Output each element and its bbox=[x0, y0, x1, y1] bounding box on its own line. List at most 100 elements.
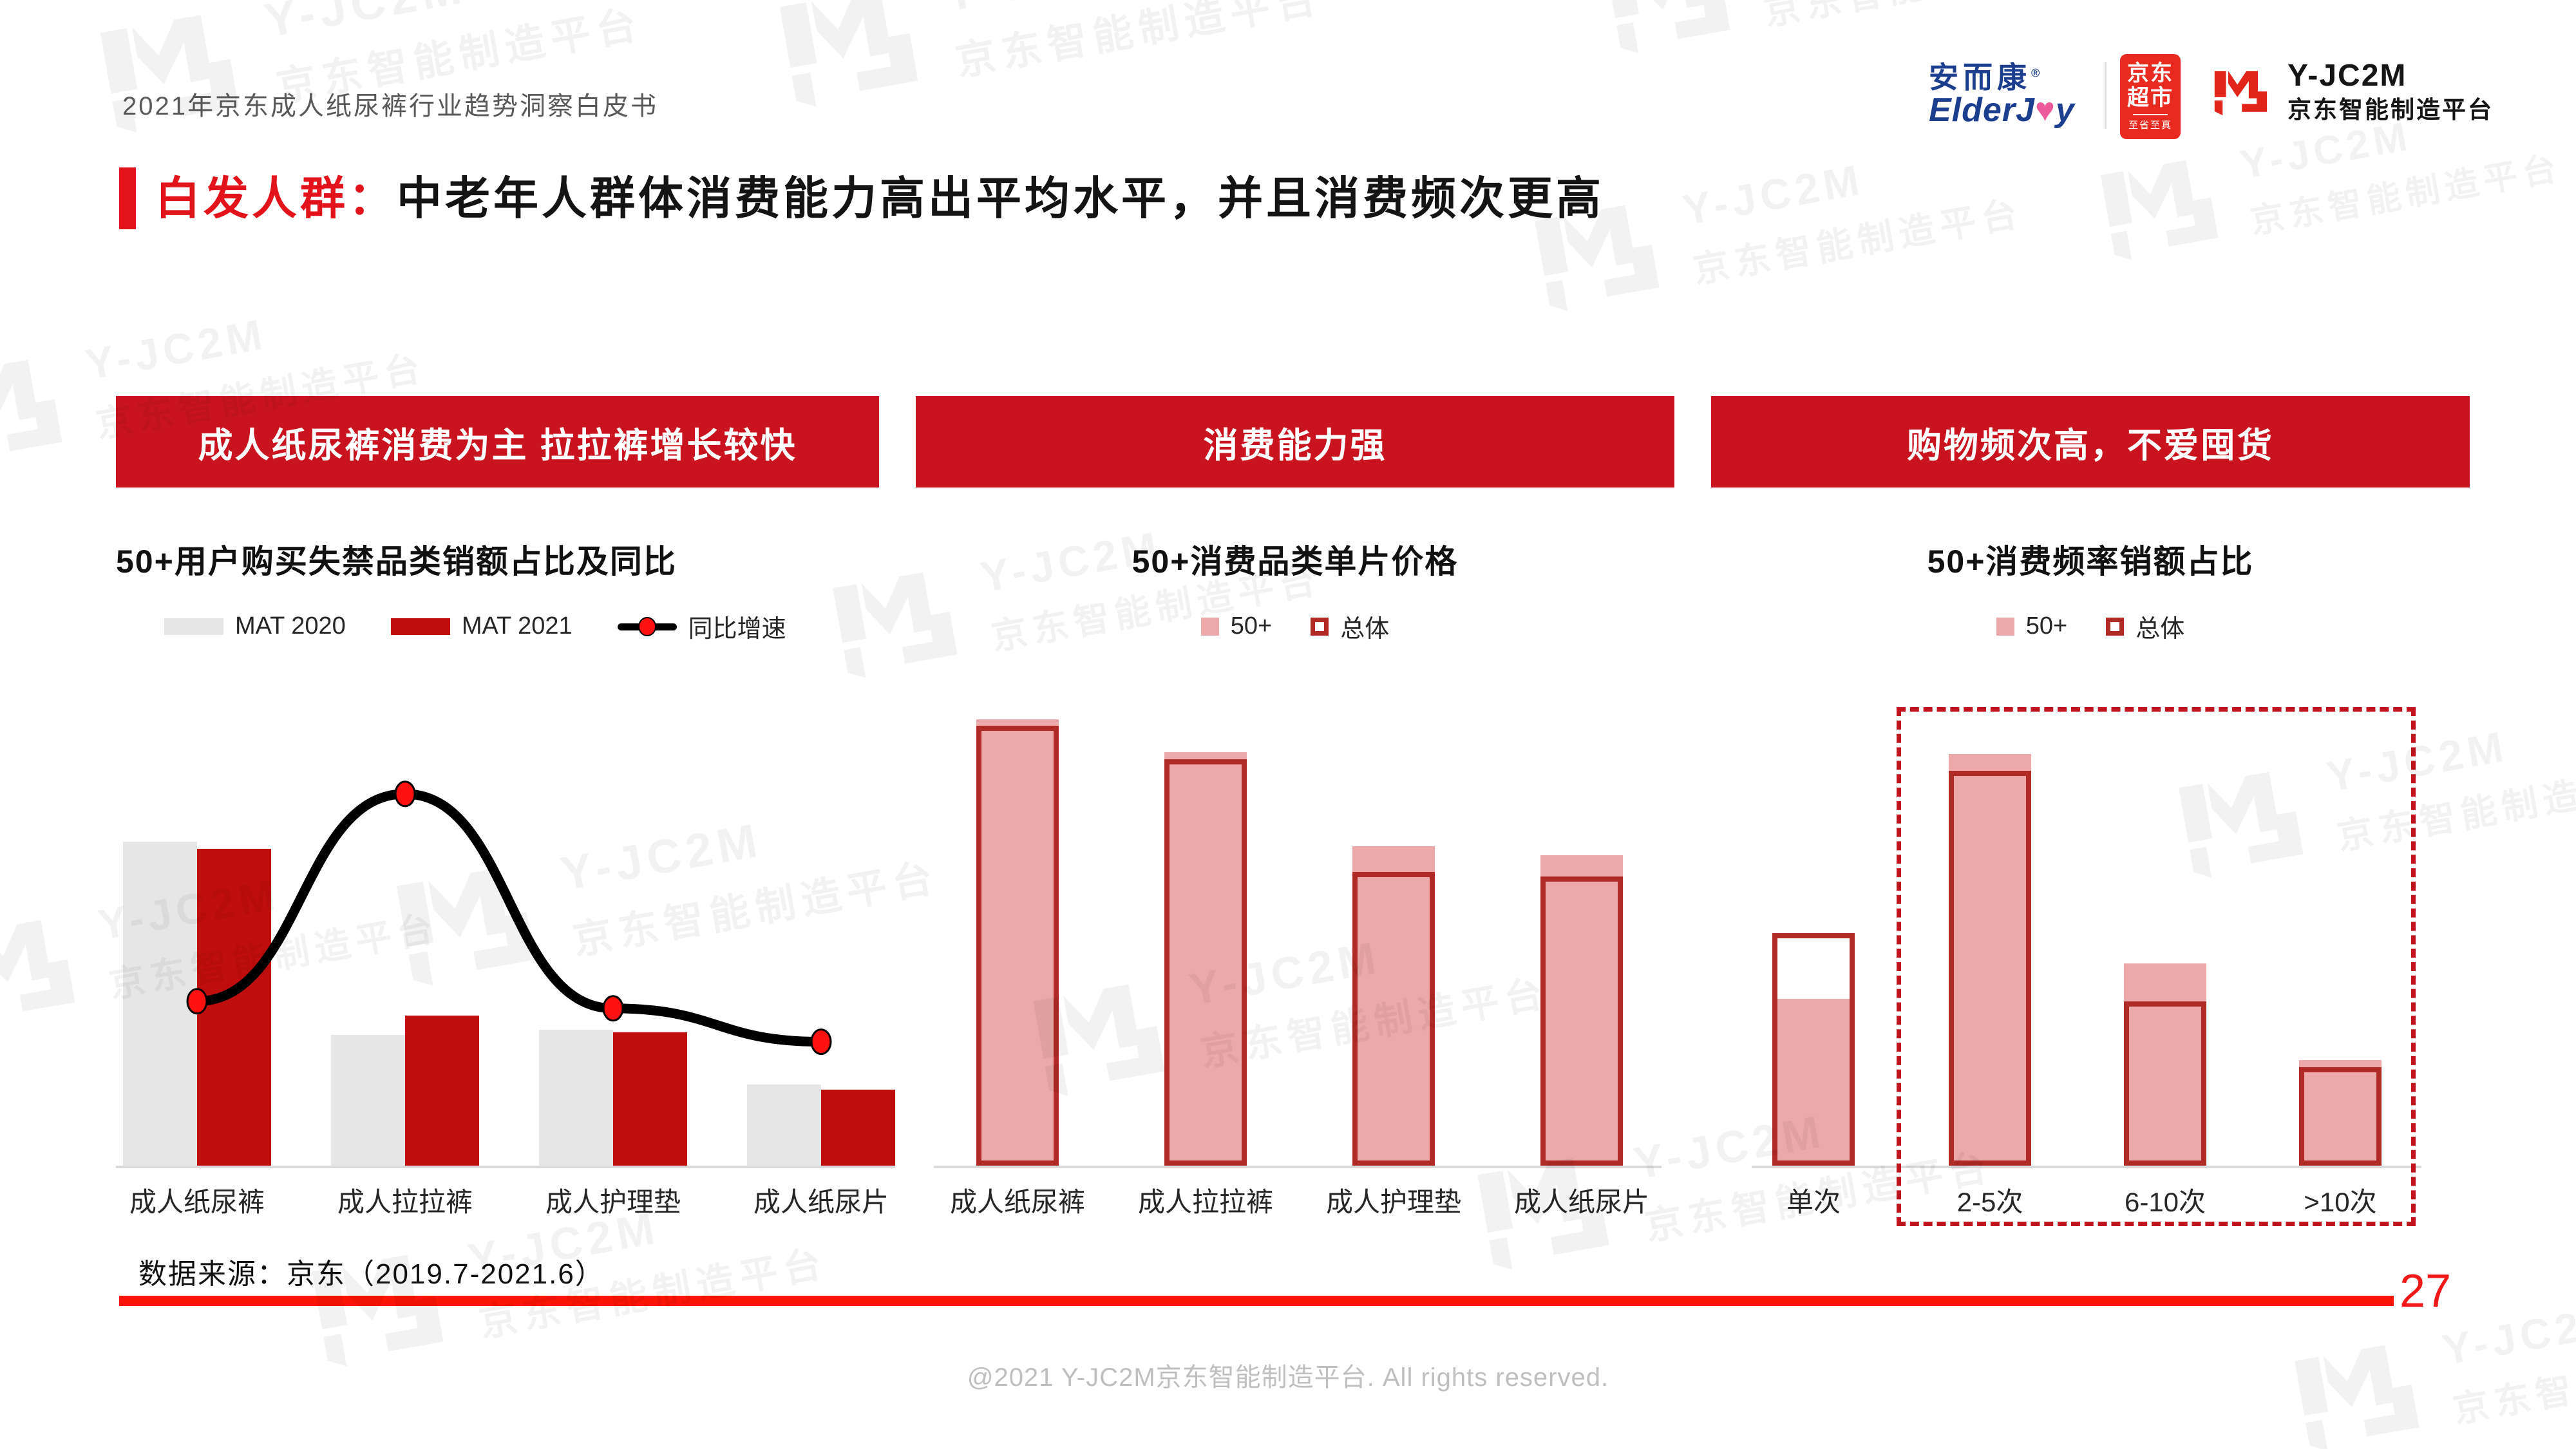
doc-title: 2021年京东成人纸尿裤行业趋势洞察白皮书 bbox=[122, 92, 658, 120]
yjc2m-watermark-icon bbox=[1605, 0, 1730, 53]
yjc2m-watermark-icon bbox=[0, 920, 75, 1026]
jd-badge-tagline: 至省至真 bbox=[2128, 119, 2172, 131]
jd-supermarket-badge: 京东 超市 至省至真 bbox=[2120, 54, 2181, 139]
yjc2m-watermark-icon bbox=[779, 0, 918, 107]
legend-item-mat2020: MAT 2020 bbox=[164, 612, 346, 640]
mat2021-swatch-icon bbox=[390, 618, 450, 635]
line-marker bbox=[394, 781, 416, 808]
pink-swatch-icon bbox=[1996, 617, 2014, 636]
legend-label: 总体 bbox=[2136, 616, 2185, 643]
bar-50+ bbox=[2124, 963, 2206, 1166]
x-label: 2-5次 bbox=[1956, 1187, 2023, 1217]
bar-总体 bbox=[1949, 770, 2031, 1166]
x-label: 成人护理垫 bbox=[1325, 1187, 1461, 1217]
bar-50+ bbox=[2299, 1059, 2382, 1166]
outline-swatch-icon bbox=[2106, 617, 2125, 636]
bar-总体 bbox=[1540, 876, 1623, 1166]
banner-category-mix: 成人纸尿裤消费为主 拉拉裤增长较快 bbox=[116, 396, 879, 488]
watermark-text: Y-JC2M京东智能制造平台 bbox=[1748, 0, 2098, 35]
legend-label: 总体 bbox=[1340, 616, 1390, 643]
bar-50+ bbox=[1540, 855, 1623, 1166]
watermark-text: Y-JC2M京东智能制造平台 bbox=[940, 0, 1326, 85]
bar-50+ bbox=[1949, 754, 2031, 1166]
x-label: 成人拉拉裤 bbox=[1137, 1187, 1273, 1217]
registered-mark: ® bbox=[2031, 66, 2045, 80]
pink-swatch-icon bbox=[1200, 617, 1219, 636]
yjc2m-watermark-icon bbox=[0, 359, 62, 466]
x-label: 成人护理垫 bbox=[545, 1187, 681, 1217]
bar-50+ bbox=[1772, 998, 1855, 1166]
banner-purchase-frequency: 购物频次高，不爱囤货 bbox=[1711, 396, 2470, 488]
line-marker bbox=[602, 995, 624, 1022]
legend-item-50plus: 50+ bbox=[1996, 612, 2067, 640]
x-label: 6-10次 bbox=[2124, 1187, 2206, 1217]
yjc2m-watermark-icon bbox=[100, 15, 239, 133]
x-label: 成人纸尿裤 bbox=[129, 1187, 265, 1217]
chart1-plot: 成人纸尿裤 成人拉拉裤 成人护理垫 成人纸尿片 bbox=[116, 689, 895, 1217]
bar-MAT 2020 bbox=[747, 1084, 821, 1166]
watermark: Y-JC2M京东智能制造平台 bbox=[763, 0, 1327, 124]
yjc2m-subtitle: 京东智能制造平台 bbox=[2287, 97, 2494, 123]
bar-总体 bbox=[1352, 871, 1435, 1166]
bar-总体 bbox=[1772, 933, 1855, 1166]
mat2020-swatch-icon bbox=[164, 618, 223, 635]
jd-badge-line2: 超市 bbox=[2127, 85, 2174, 110]
bar-MAT 2020 bbox=[331, 1034, 405, 1166]
line-marker bbox=[810, 1028, 832, 1056]
x-label: 成人拉拉裤 bbox=[337, 1187, 473, 1217]
title-text: 白发人群：中老年人群体消费能力高出平均水平，并且消费频次更高 bbox=[155, 167, 1604, 229]
watermark: Y-JC2M京东智能制造平台 bbox=[1591, 0, 2098, 68]
bar-MAT 2020 bbox=[539, 1030, 613, 1166]
bar-50+ bbox=[976, 719, 1059, 1166]
legend-item-50plus: 50+ bbox=[1200, 612, 1273, 640]
line-marker bbox=[186, 988, 208, 1015]
yjc2m-logo-icon bbox=[2214, 71, 2268, 116]
bar-50+ bbox=[1352, 846, 1435, 1166]
yjc2m-name: Y-JC2M bbox=[2287, 59, 2407, 93]
legend-label: MAT 2020 bbox=[235, 612, 346, 639]
chart3-plot: 单次 2-5次 6-10次 >10次 bbox=[1752, 696, 2421, 1217]
chart1-legend: MAT 2020 MAT 2021 同比增速 bbox=[164, 609, 786, 644]
copyright: @2021 Y-JC2M京东智能制造平台. All rights reserve… bbox=[967, 1363, 1609, 1392]
legend-label: MAT 2021 bbox=[461, 612, 573, 639]
elderjoy-en-pre: ElderJ bbox=[1929, 91, 2035, 129]
legend-item-mat2021: MAT 2021 bbox=[390, 612, 573, 640]
bar-50+ bbox=[1164, 752, 1247, 1166]
legend-item-overall: 总体 bbox=[1311, 609, 1389, 644]
bar-MAT 2021 bbox=[613, 1032, 687, 1166]
logo-divider bbox=[2105, 62, 2107, 129]
chart2-legend: 50+ 总体 bbox=[916, 609, 1674, 644]
heart-icon: ♥ bbox=[2034, 91, 2056, 129]
x-label: 单次 bbox=[1786, 1187, 1841, 1217]
bar-总体 bbox=[2124, 1001, 2206, 1166]
title-tag: 白发人群： bbox=[155, 173, 397, 223]
legend-item-overall: 总体 bbox=[2106, 609, 2184, 644]
x-label: 成人纸尿片 bbox=[1513, 1187, 1649, 1217]
chart3-legend: 50+ 总体 bbox=[1711, 609, 2470, 644]
growth-line bbox=[186, 781, 832, 1056]
bar-MAT 2021 bbox=[197, 848, 271, 1166]
highlight-dashed-box bbox=[1897, 707, 2416, 1226]
legend-label: 50+ bbox=[2025, 612, 2068, 639]
jd-badge-line1: 京东 bbox=[2127, 61, 2174, 86]
chart2-plot: 成人纸尿裤 成人拉拉裤 成人护理垫 成人纸尿片 bbox=[934, 696, 1662, 1217]
x-label: 成人纸尿片 bbox=[753, 1187, 889, 1217]
legend-label: 同比增速 bbox=[688, 616, 786, 643]
legend-item-growth: 同比增速 bbox=[617, 609, 786, 644]
elderjoy-cn: 安而康® bbox=[1929, 62, 2075, 93]
outline-swatch-icon bbox=[1311, 617, 1329, 636]
bar-MAT 2020 bbox=[123, 841, 197, 1166]
page-title: 白发人群：中老年人群体消费能力高出平均水平，并且消费频次更高 bbox=[119, 167, 1604, 229]
bar-总体 bbox=[2299, 1066, 2382, 1166]
x-label: 成人纸尿裤 bbox=[949, 1187, 1085, 1217]
legend-label: 50+ bbox=[1230, 612, 1273, 639]
bar-MAT 2021 bbox=[405, 1015, 479, 1166]
title-accent-bar bbox=[119, 167, 136, 229]
data-source-note: 数据来源：京东（2019.7-2021.6） bbox=[138, 1258, 605, 1290]
bar-MAT 2021 bbox=[821, 1089, 895, 1166]
